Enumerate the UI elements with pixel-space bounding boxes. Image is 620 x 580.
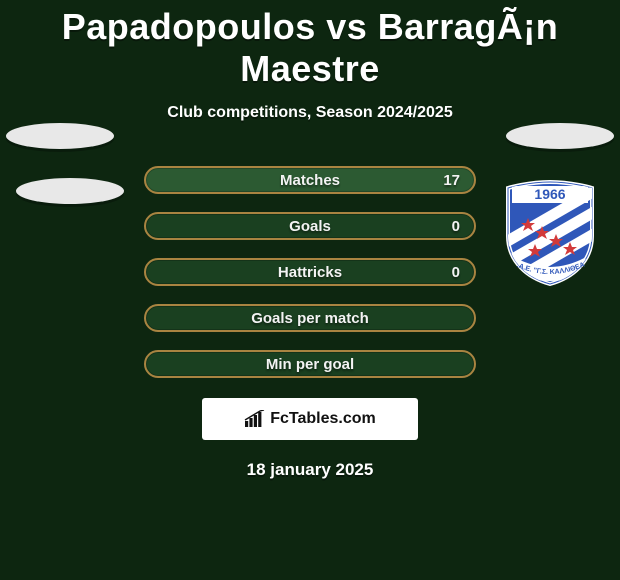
stat-label: Min per goal xyxy=(266,356,354,373)
stat-row-goals-per-match: Goals per match xyxy=(144,304,476,332)
stat-row-matches: Matches 17 xyxy=(144,166,476,194)
stat-label: Hattricks xyxy=(278,264,342,281)
stat-row-min-per-goal: Min per goal xyxy=(144,350,476,378)
page-title: Papadopoulos vs BarragÃ¡n Maestre xyxy=(0,0,620,90)
player-right-shadow xyxy=(506,123,614,149)
stat-label: Goals xyxy=(289,218,331,235)
stat-value: 0 xyxy=(452,264,460,281)
brand-box: FcTables.com xyxy=(202,398,418,440)
brand-text: FcTables.com xyxy=(270,410,376,428)
crest-year: 1966 xyxy=(534,186,565,202)
player-left-shadow-1 xyxy=(6,123,114,149)
stat-row-goals: Goals 0 xyxy=(144,212,476,240)
club-crest: 1966 Π.Α.Ε. "Γ.Σ. ΚΑΛΛΙΘΕΑ" xyxy=(500,178,600,286)
stat-label: Goals per match xyxy=(251,310,369,327)
stat-label: Matches xyxy=(280,172,340,189)
stat-value: 17 xyxy=(443,172,460,189)
bar-chart-icon xyxy=(244,410,266,428)
date-text: 18 january 2025 xyxy=(0,460,620,480)
page-subtitle: Club competitions, Season 2024/2025 xyxy=(0,104,620,122)
stat-value: 0 xyxy=(452,218,460,235)
player-left-shadow-2 xyxy=(16,178,124,204)
stat-row-hattricks: Hattricks 0 xyxy=(144,258,476,286)
